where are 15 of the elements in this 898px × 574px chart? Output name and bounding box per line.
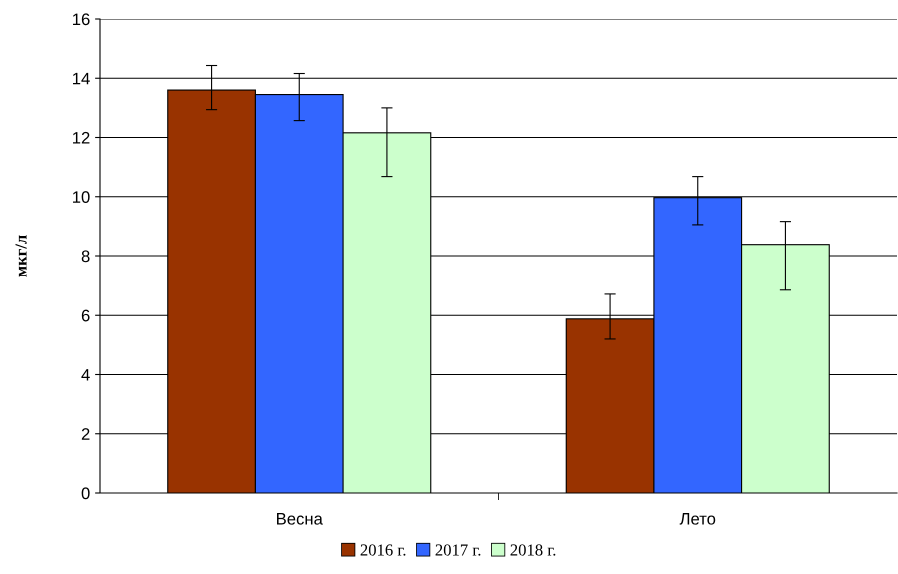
y-tick-label: 12 — [73, 132, 90, 144]
y-tick-label: 6 — [82, 310, 90, 322]
y-tick-label: 4 — [81, 369, 90, 381]
y-tick-label: 10 — [73, 191, 90, 203]
y-axis-title: мкг/л — [16, 235, 27, 277]
y-tick-label: 0 — [82, 487, 90, 500]
x-tick-label: Весна — [277, 513, 323, 525]
x-tick-label: Лето — [680, 513, 716, 525]
legend-label: 2016 г. — [360, 544, 406, 556]
legend-label: 2017 г. — [436, 544, 480, 556]
y-tick-label: 8 — [82, 250, 90, 262]
y-tick-label: 2 — [82, 428, 90, 440]
y-tick-label: 14 — [73, 72, 90, 84]
y-tick-label: 16 — [73, 13, 90, 26]
legend-label: 2018 г. — [510, 544, 556, 556]
